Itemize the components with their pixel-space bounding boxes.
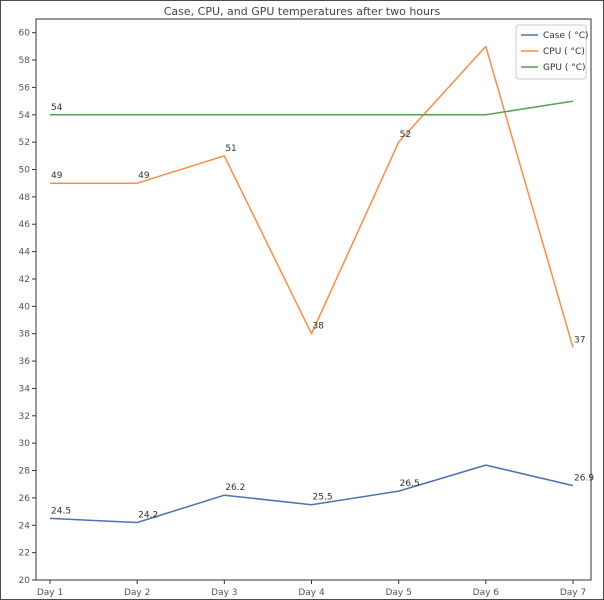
data-label: 51 (225, 144, 236, 154)
series-line-2 (50, 100, 574, 116)
y-tick-label: 22 (19, 549, 30, 559)
y-tick-label: 28 (19, 467, 31, 477)
legend-label: GPU ( °C) (543, 63, 586, 73)
y-tick-label: 20 (19, 576, 31, 586)
y-tick-label: 30 (19, 439, 31, 449)
data-label: 49 (138, 171, 150, 181)
data-label: 26.5 (400, 479, 420, 489)
data-label: 38 (313, 322, 325, 332)
y-tick-label: 54 (19, 111, 31, 121)
x-tick-label: Day 5 (385, 588, 411, 598)
x-tick-label: Day 2 (124, 588, 150, 598)
x-tick-label: Day 1 (37, 588, 63, 598)
x-tick-label: Day 4 (298, 588, 325, 598)
y-tick-label: 48 (19, 193, 31, 203)
data-label: 49 (51, 171, 63, 181)
data-label: 26.9 (574, 474, 594, 484)
y-tick-label: 38 (19, 330, 31, 340)
data-label: 37 (574, 335, 585, 345)
y-tick-label: 36 (19, 357, 31, 367)
series-lines (49, 45, 574, 524)
plot-area-border (35, 18, 592, 581)
y-tick-label: 46 (19, 220, 31, 230)
legend-label: CPU ( °C) (543, 47, 585, 57)
y-tick-label: 42 (19, 275, 30, 285)
chart-title: Case, CPU, and GPU temperatures after tw… (164, 5, 441, 18)
data-label: 54 (51, 103, 63, 113)
y-tick-label: 44 (19, 248, 31, 258)
y-tick-label: 26 (19, 494, 31, 504)
data-labels: 24.5 24.2 26.2 25.5 26.5 26.9 49 49 51 38 52 37 54 (51, 103, 594, 521)
legend-label: Case ( °C) (543, 31, 589, 41)
data-label: 26.2 (225, 483, 245, 493)
x-tick-label: Day 6 (473, 588, 500, 598)
data-label: 24.5 (51, 506, 71, 516)
y-tick-label: 60 (19, 29, 31, 39)
y-tick-label: 52 (19, 138, 30, 148)
y-tick-label: 56 (19, 83, 31, 93)
legend-box (515, 24, 587, 80)
y-tick-label: 40 (19, 302, 31, 312)
y-tick-label: 50 (19, 166, 31, 176)
data-label: 52 (400, 130, 411, 140)
legend: Case ( °C) CPU ( °C) GPU ( °C) (515, 24, 589, 80)
y-tick-label: 32 (19, 412, 30, 422)
x-tick-label: Day 7 (560, 588, 586, 598)
axes: 20 22 24 26 28 30 32 34 36 38 40 42 44 46 48 50 52 54 56 58… (19, 18, 592, 598)
y-tick-label: 24 (19, 521, 31, 531)
x-tick-label: Day 3 (211, 588, 237, 598)
data-label: 24.2 (138, 511, 158, 521)
y-tick-label: 58 (19, 56, 31, 66)
series-line-1 (50, 45, 574, 348)
y-tick-label: 34 (19, 384, 31, 394)
series-line-0 (49, 464, 574, 524)
data-label: 25.5 (313, 493, 333, 503)
